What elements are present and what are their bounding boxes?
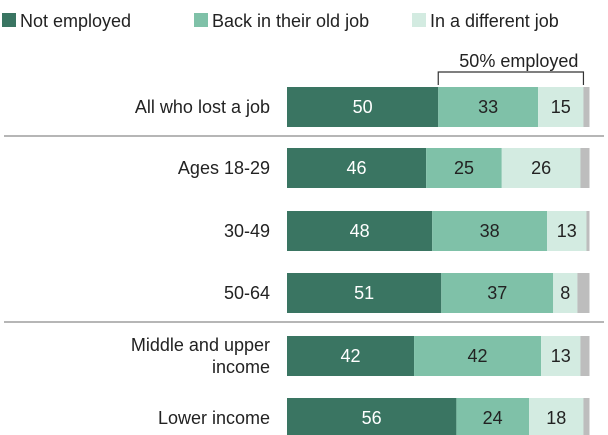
bar-not-employed xyxy=(287,336,415,376)
category-label-middle-and-upper-income: Middle and upper income xyxy=(131,335,270,377)
bar-not-employed xyxy=(287,148,427,188)
bar-in-a-different-job xyxy=(529,398,584,435)
bar-value-label: 51 xyxy=(354,283,374,303)
annotation-50-employed: 50% employed xyxy=(437,51,585,85)
group-separators xyxy=(4,135,604,323)
bar-value-label: 42 xyxy=(468,346,488,366)
bar-no-answer xyxy=(580,336,590,376)
bar-value-label: 50 xyxy=(353,97,373,117)
bar-in-a-different-job xyxy=(501,148,581,188)
bar-back-in-their-old-job xyxy=(432,211,548,251)
bar-back-in-their-old-job xyxy=(441,273,554,313)
bar-row-30-49: 48 38 13 xyxy=(287,211,590,251)
bar-value-label: 15 xyxy=(551,97,571,117)
category-label-all-who-lost-a-job: All who lost a job xyxy=(135,97,270,117)
bar-no-answer xyxy=(577,273,590,313)
bars: 50 33 15 46 25 26 48 38 13 51 37 8 42 42 13 56 24 18 xyxy=(287,87,590,435)
bar-value-label: 13 xyxy=(551,346,571,366)
bar-value-label: 24 xyxy=(483,408,503,428)
bar-back-in-their-old-job xyxy=(426,148,502,188)
bar-value-label: 8 xyxy=(560,283,570,303)
bar-back-in-their-old-job xyxy=(438,87,539,127)
bar-row-middle-and-upper-income: 42 42 13 xyxy=(287,336,590,376)
bar-value-label: 18 xyxy=(546,408,566,428)
category-label-ages-18-29: Ages 18-29 xyxy=(178,158,270,178)
bar-no-answer xyxy=(583,87,590,127)
bar-not-employed xyxy=(287,211,433,251)
bar-no-answer xyxy=(583,398,590,435)
bar-value-label: 38 xyxy=(480,221,500,241)
legend-swatch-not-employed xyxy=(2,13,16,27)
bar-value-label: 25 xyxy=(454,158,474,178)
bar-back-in-their-old-job xyxy=(456,398,529,435)
annotation-text: 50% employed xyxy=(459,51,578,71)
bar-value-label: 46 xyxy=(347,158,367,178)
category-label-30-49: 30-49 xyxy=(224,221,270,241)
bar-value-label: 42 xyxy=(341,346,361,366)
category-label-50-64: 50-64 xyxy=(224,283,270,303)
bar-value-label: 26 xyxy=(531,158,551,178)
bar-row-lower-income: 56 24 18 xyxy=(287,398,590,435)
bar-value-label: 33 xyxy=(478,97,498,117)
bar-value-label: 37 xyxy=(487,283,507,303)
bar-in-a-different-job xyxy=(547,211,587,251)
legend-label-back-in-their-old-job: Back in their old job xyxy=(212,11,369,31)
bar-row-all-who-lost-a-job: 50 33 15 xyxy=(287,87,590,127)
category-label-lower-income: Lower income xyxy=(158,408,270,428)
category-labels: All who lost a job Ages 18-29 30-49 50-64 Mi… xyxy=(131,97,270,428)
bar-not-employed xyxy=(287,87,439,127)
legend-label-not-employed: Not employed xyxy=(20,11,131,31)
bar-not-employed xyxy=(287,398,457,435)
bar-back-in-their-old-job xyxy=(414,336,542,376)
legend-swatch-in-a-different-job xyxy=(412,13,426,27)
bar-value-label: 48 xyxy=(350,221,370,241)
legend: Not employed Back in their old job In a di… xyxy=(2,11,559,31)
bar-in-a-different-job xyxy=(538,87,584,127)
bar-in-a-different-job xyxy=(553,273,578,313)
category-label-line: income xyxy=(212,357,270,377)
bar-value-label: 13 xyxy=(557,221,577,241)
bar-not-employed xyxy=(287,273,442,313)
legend-label-in-a-different-job: In a different job xyxy=(430,11,559,31)
bar-row-50-64: 51 37 8 xyxy=(287,273,590,313)
category-label-line: Middle and upper xyxy=(131,335,270,355)
bar-value-label: 56 xyxy=(362,408,382,428)
bar-no-answer xyxy=(586,211,590,251)
bar-no-answer xyxy=(580,148,590,188)
bar-row-ages-18-29: 46 25 26 xyxy=(287,148,590,188)
legend-swatch-back-in-their-old-job xyxy=(194,13,208,27)
bar-in-a-different-job xyxy=(541,336,581,376)
annotation-bracket xyxy=(437,71,585,85)
